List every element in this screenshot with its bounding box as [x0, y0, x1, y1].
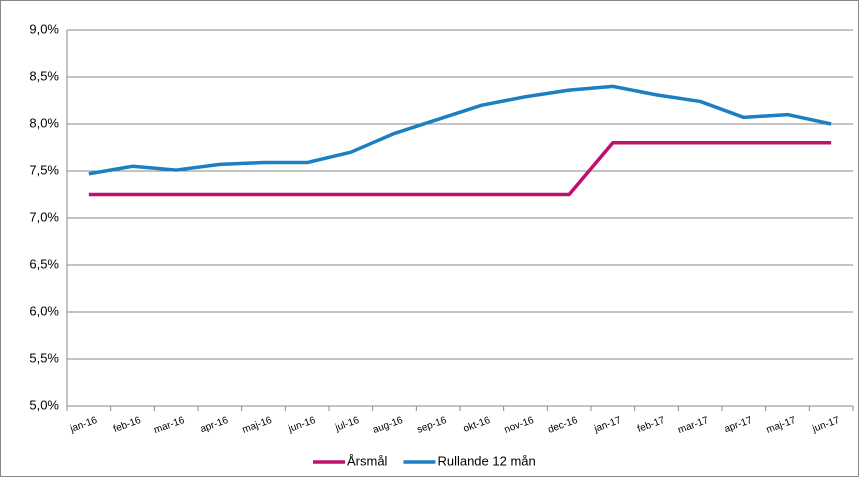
- legend-label: Årsmål: [347, 453, 388, 468]
- legend-label: Rullande 12 mån: [437, 453, 535, 468]
- y-tick-label: 6,0%: [29, 303, 59, 318]
- y-tick-label: 5,5%: [29, 350, 59, 365]
- series-line: [88, 141, 832, 197]
- y-tick-label: 7,5%: [29, 162, 59, 177]
- y-tick-label: 8,0%: [29, 115, 59, 130]
- y-tick-label: 9,0%: [29, 21, 59, 36]
- y-tick-label: 6,5%: [29, 256, 59, 271]
- series-line: [88, 84, 832, 176]
- y-tick-label: 5,0%: [29, 397, 59, 412]
- y-tick-label: 8,5%: [29, 68, 59, 83]
- y-tick-label: 7,0%: [29, 209, 59, 224]
